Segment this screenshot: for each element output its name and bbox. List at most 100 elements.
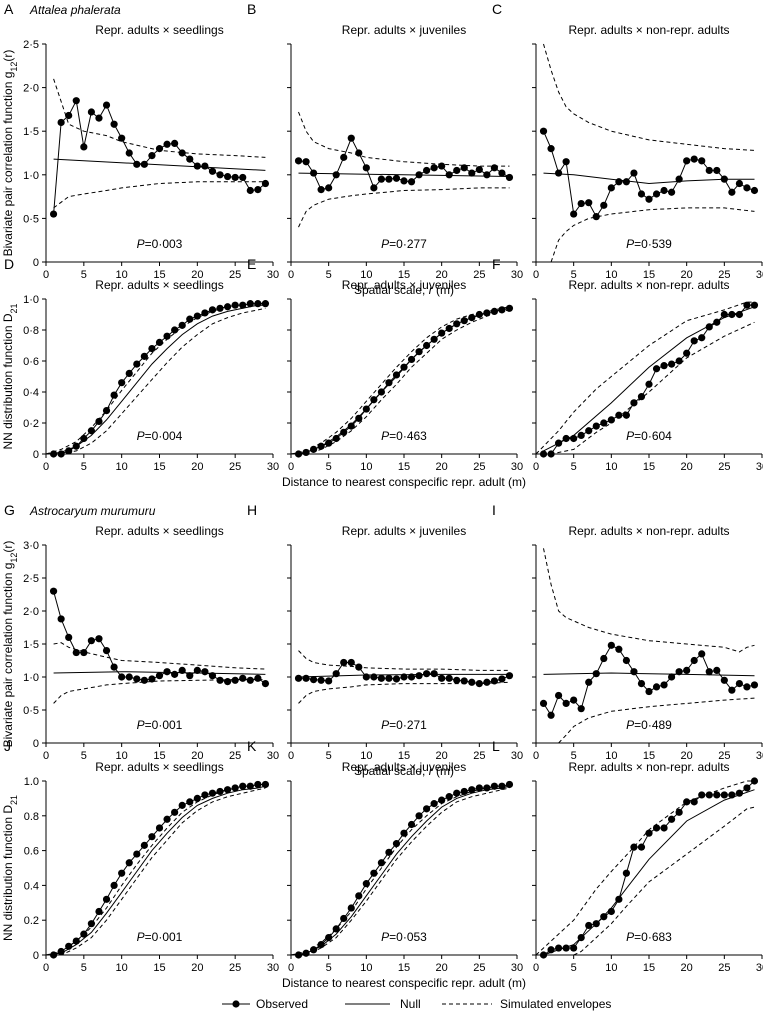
observed-point [80, 143, 88, 151]
panel-title: Repr. adults × seedlings [95, 278, 223, 292]
panel-h: 0 5 10 15 20 25 30 H Repr. adults × juveniles P=0… [247, 502, 523, 762]
x-tick-label: 10 [116, 750, 128, 762]
observed-point [80, 648, 88, 657]
observed-point [294, 450, 303, 458]
observed-point [490, 782, 498, 790]
observed-point [607, 416, 615, 424]
x-tick-label: 30 [511, 962, 523, 974]
observed-point [377, 175, 385, 183]
observed-point [302, 158, 310, 166]
observed-point [392, 174, 401, 182]
observed-point [239, 782, 247, 790]
x-tick-label: 10 [116, 269, 128, 281]
x-tick-label: 5 [81, 461, 87, 473]
observed-point [302, 949, 310, 957]
observed-point [400, 829, 408, 837]
observed-point [615, 645, 623, 653]
observed-point [547, 711, 555, 719]
observed-point [720, 791, 728, 799]
observed-point [505, 173, 514, 182]
x-tick-label: 25 [473, 461, 485, 473]
observed-point [430, 800, 438, 808]
observed-point [163, 140, 171, 148]
observed-point [102, 895, 111, 903]
y-axis-title: Bivariate pair correlation function g12(… [1, 50, 19, 257]
observed-point [370, 396, 378, 404]
observed-point [423, 166, 431, 175]
observed-point [392, 371, 401, 379]
y-tick-label: 0 [33, 738, 39, 750]
observed-point [547, 145, 555, 153]
observed-point [407, 673, 416, 681]
observed-point [475, 310, 483, 319]
observed-point [445, 674, 453, 682]
null-line [543, 789, 755, 956]
panel-title: Repr. adults × juveniles [342, 278, 466, 292]
observed-point [698, 334, 706, 342]
observed-point [216, 676, 224, 684]
observed-point [675, 808, 683, 816]
observed-line [53, 99, 266, 215]
observed-point [498, 782, 506, 790]
observed-point [555, 439, 563, 447]
observed-point [743, 184, 751, 192]
observed-point [637, 190, 646, 198]
observed-line [543, 130, 755, 218]
x-tick-label: 25 [229, 461, 241, 473]
observed-point [539, 699, 548, 708]
observed-point [208, 167, 217, 175]
observed-point [585, 427, 593, 435]
observed-point [735, 310, 744, 319]
p-value-label: P=0·004 [137, 429, 183, 443]
panel-title: Repr. adults × non-repr. adults [568, 524, 729, 538]
observed-point [645, 380, 653, 388]
observed-point [705, 166, 713, 175]
observed-point [577, 705, 585, 713]
x-tick-label: 25 [473, 750, 485, 762]
observed-point [224, 172, 232, 181]
x-tick-label: 20 [681, 750, 693, 762]
observed-point [208, 789, 217, 797]
null-line [543, 672, 755, 677]
observed-point [430, 670, 438, 678]
y-tick-label: 3·0 [23, 540, 39, 552]
observed-point [178, 321, 186, 329]
observed-point [483, 171, 491, 179]
observed-point [340, 153, 348, 161]
observed-point [370, 673, 378, 681]
observed-point [445, 171, 453, 179]
observed-point [652, 824, 661, 832]
observed-point [645, 829, 653, 837]
observed-point [125, 149, 133, 157]
observed-point [430, 164, 438, 172]
x-tick-label: 30 [756, 962, 763, 974]
observed-point [110, 881, 118, 890]
observed-point [355, 892, 363, 900]
observed-point [743, 784, 751, 792]
observed-point [660, 681, 668, 689]
observed-point [239, 301, 247, 309]
x-tick-label: 15 [398, 750, 410, 762]
observed-point [675, 175, 683, 183]
panel-i: 0 5 10 15 20 25 30 I Repr. adults × non-repr. ad… [492, 502, 763, 762]
observed-point [645, 687, 653, 696]
y-tick-label: 1·5 [23, 126, 39, 138]
observed-point [562, 158, 570, 166]
x-tick-label: 15 [153, 269, 165, 281]
observed-point [690, 337, 698, 345]
panel-title: Repr. adults × non-repr. adults [568, 278, 729, 292]
observed-point [155, 145, 164, 153]
observed-point [332, 925, 340, 933]
observed-point [186, 315, 194, 323]
x-tick-label: 15 [153, 750, 165, 762]
y-tick-label: 0·5 [23, 213, 39, 225]
observed-point [385, 175, 393, 183]
panel-title: Repr. adults × seedlings [95, 760, 223, 774]
observed-point [216, 171, 224, 179]
observed-point [490, 164, 498, 172]
observed-point [468, 314, 476, 322]
x-tick-label: 30 [511, 750, 523, 762]
observed-point [498, 169, 506, 177]
x-tick-label: 10 [605, 269, 617, 281]
observed-point [415, 812, 423, 820]
